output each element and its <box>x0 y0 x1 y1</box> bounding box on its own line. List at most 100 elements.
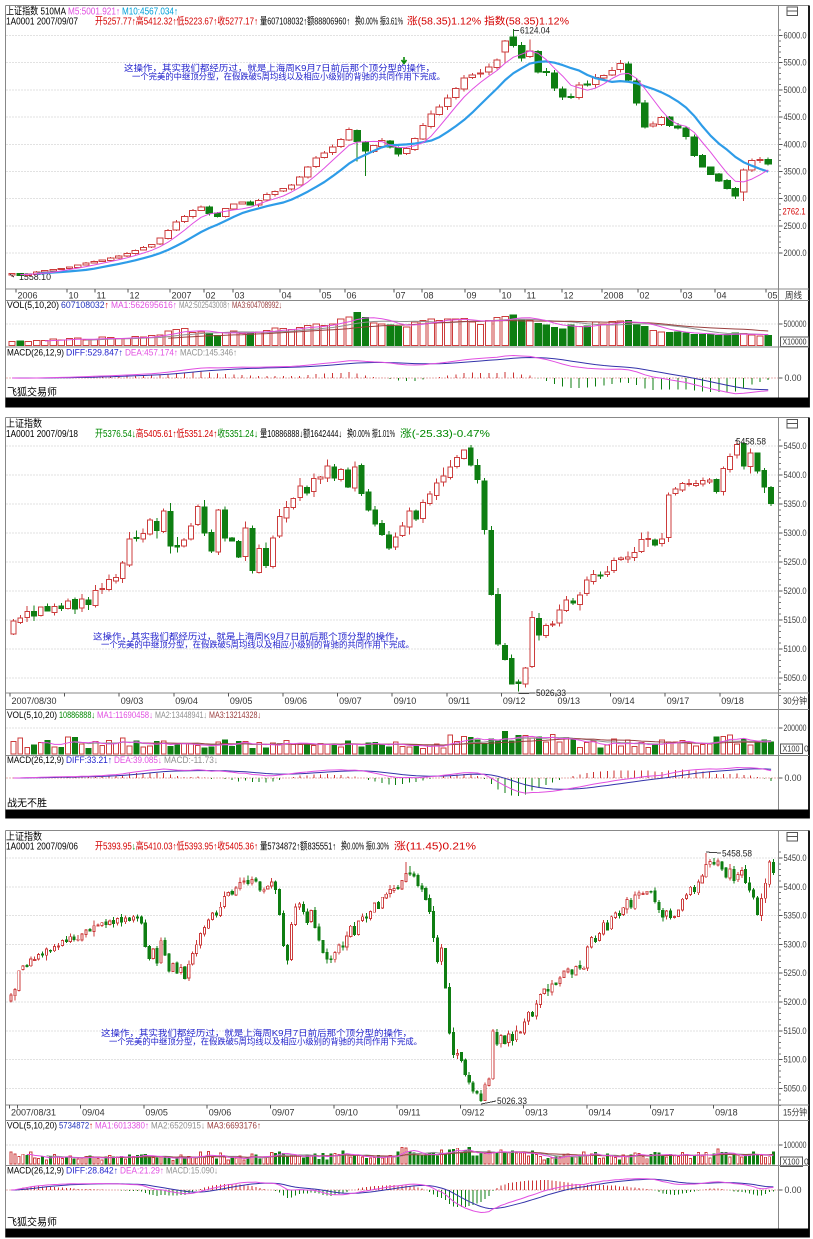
svg-text:5100.0: 5100.0 <box>784 644 807 654</box>
svg-text:09/06: 09/06 <box>209 1108 232 1118</box>
svg-text:MA1:6013380↑: MA1:6013380↑ <box>95 1121 149 1131</box>
svg-text:09/04: 09/04 <box>82 1108 105 1118</box>
svg-text:5300.0: 5300.0 <box>784 939 807 949</box>
svg-text:5500.0: 5500.0 <box>784 58 807 68</box>
svg-text:MACD:145.346↑: MACD:145.346↑ <box>180 348 237 358</box>
svg-text:涨(58.35)1.12% 指数(58.35)1.12%: 涨(58.35)1.12% 指数(58.35)1.12% <box>407 15 569 28</box>
svg-text:2008: 2008 <box>604 291 624 301</box>
svg-text:5200.0: 5200.0 <box>784 997 807 1007</box>
svg-text:MA3:604708992↓: MA3:604708992↓ <box>232 300 282 310</box>
svg-text:5458.58: 5458.58 <box>736 437 766 447</box>
svg-text:DEA:39.085↓: DEA:39.085↓ <box>114 755 162 765</box>
svg-text:一个完美的中继顶分型，在假跌破5周均线以及相应小级别的背驰的: 一个完美的中继顶分型，在假跌破5周均线以及相应小级别的背驰的共同作用下完成。 <box>101 639 414 650</box>
svg-text:5100.0: 5100.0 <box>784 1055 807 1065</box>
svg-text:这操作，其实我们都经历过，就是上海周K9月7日前后那个顶分型: 这操作，其实我们都经历过，就是上海周K9月7日前后那个顶分型的操作， <box>93 631 404 642</box>
svg-text:09/10: 09/10 <box>394 696 417 706</box>
svg-text:4500.0: 4500.0 <box>784 112 807 122</box>
svg-text:战无不胜: 战无不胜 <box>7 798 47 810</box>
svg-text:10: 10 <box>502 291 512 301</box>
svg-text:09/12: 09/12 <box>462 1108 485 1118</box>
svg-text:09/10: 09/10 <box>335 1108 358 1118</box>
svg-text:02: 02 <box>206 291 216 301</box>
svg-text:04: 04 <box>282 291 292 301</box>
svg-text:MACD:-11.73↓: MACD:-11.73↓ <box>164 755 218 765</box>
svg-text:1558.10: 1558.10 <box>19 272 51 282</box>
svg-text:5350.0: 5350.0 <box>784 911 807 921</box>
svg-text:09/07: 09/07 <box>272 1108 295 1118</box>
svg-text:6000.0: 6000.0 <box>784 31 807 41</box>
svg-text:03: 03 <box>683 291 693 301</box>
svg-text:M5:5001.921↑: M5:5001.921↑ <box>68 7 120 18</box>
svg-text:VOL(5,10,20): VOL(5,10,20) <box>7 300 59 310</box>
svg-text:DEA:21.29↑: DEA:21.29↑ <box>120 1166 164 1176</box>
svg-text:10: 10 <box>69 291 79 301</box>
svg-text:飞狐交易师: 飞狐交易师 <box>7 386 57 399</box>
svg-text:09/13: 09/13 <box>525 1108 548 1118</box>
svg-text:12: 12 <box>130 291 140 301</box>
svg-text:5450.0: 5450.0 <box>784 853 807 863</box>
svg-text:11: 11 <box>97 291 106 301</box>
svg-text:MA2:6520915↓: MA2:6520915↓ <box>151 1121 205 1131</box>
svg-text:5458.58: 5458.58 <box>722 849 752 859</box>
svg-text:09/04: 09/04 <box>175 696 198 706</box>
svg-text:5300.0: 5300.0 <box>784 528 807 538</box>
svg-text:607108032↑: 607108032↑ <box>61 300 109 310</box>
svg-text:开5376.54↓高5405.61↑低5351.24↑收53: 开5376.54↓高5405.61↑低5351.24↑收5351.24↓ <box>95 427 258 440</box>
svg-text:涨(11.45)0.21%: 涨(11.45)0.21% <box>394 841 476 853</box>
svg-text:3000.0: 3000.0 <box>784 194 807 204</box>
svg-text:VOL(5,10,20): VOL(5,10,20) <box>7 1121 57 1131</box>
svg-text:MACD:15.090↓: MACD:15.090↓ <box>166 1166 218 1176</box>
svg-text:05: 05 <box>768 291 778 301</box>
svg-text:09/12: 09/12 <box>503 696 526 706</box>
svg-text:2007: 2007 <box>172 291 192 301</box>
svg-text:MACD(26,12,9): MACD(26,12,9) <box>7 348 64 358</box>
svg-text:这操作，其实我们都经历过，就是上海周K9月7日前后那个顶分型: 这操作，其实我们都经历过，就是上海周K9月7日前后那个顶分型的操作， <box>124 62 435 73</box>
svg-text:2007/08/31: 2007/08/31 <box>11 1108 56 1118</box>
svg-text:5400.0: 5400.0 <box>784 882 807 892</box>
svg-text:DIFF:28.842↑: DIFF:28.842↑ <box>66 1166 118 1176</box>
svg-text:换0.00% 振3.61%: 换0.00% 振3.61% <box>355 15 403 28</box>
svg-text:开5393.95↓高5410.03↑低5393.95↑收54: 开5393.95↓高5410.03↑低5393.95↑收5405.36↑ <box>95 840 258 853</box>
svg-text:200000: 200000 <box>784 723 807 733</box>
svg-text:上证指数 510MA: 上证指数 510MA <box>6 5 66 18</box>
svg-text:开5257.77↑高5412.32↑低5223.67↑收52: 开5257.77↑高5412.32↑低5223.67↑收5277.17↑ <box>95 15 258 28</box>
svg-text:09/18: 09/18 <box>715 1108 738 1118</box>
svg-text:09/14: 09/14 <box>612 696 635 706</box>
svg-text:5026.33: 5026.33 <box>536 688 566 698</box>
svg-text:05: 05 <box>322 291 332 301</box>
svg-text:5250.0: 5250.0 <box>784 968 807 978</box>
svg-text:2000.0: 2000.0 <box>784 248 807 258</box>
svg-text:15分钟: 15分钟 <box>783 1107 807 1118</box>
svg-text:X10000: X10000 <box>783 337 807 347</box>
svg-text:MACD(26,12,9): MACD(26,12,9) <box>7 1166 64 1176</box>
svg-text:一个完美的中继顶分型，在假跌破5周均线以及相应小级别的背驰的: 一个完美的中继顶分型，在假跌破5周均线以及相应小级别的背驰的共同作用下完成。 <box>132 71 445 82</box>
svg-text:02: 02 <box>640 291 650 301</box>
svg-text:1A0001 2007/09/07: 1A0001 2007/09/07 <box>6 17 78 28</box>
svg-text:100000: 100000 <box>784 1140 807 1150</box>
svg-text:5150.0: 5150.0 <box>784 615 807 625</box>
svg-text:09/05: 09/05 <box>145 1108 168 1118</box>
svg-text:5050.0: 5050.0 <box>784 673 807 683</box>
svg-text:2500.0: 2500.0 <box>784 221 807 231</box>
svg-text:0.00: 0.00 <box>785 373 802 383</box>
svg-text:5000.0: 5000.0 <box>784 85 807 95</box>
svg-text:09/11: 09/11 <box>448 696 470 706</box>
svg-text:M10:4567.034↑: M10:4567.034↑ <box>122 7 178 18</box>
svg-text:5250.0: 5250.0 <box>784 557 807 567</box>
svg-text:2006: 2006 <box>18 291 38 301</box>
svg-text:09/18: 09/18 <box>721 696 744 706</box>
svg-text:1A0001 2007/09/06: 1A0001 2007/09/06 <box>6 842 78 853</box>
svg-text:换0.00% 振1.01%: 换0.00% 振1.01% <box>347 427 395 440</box>
svg-text:量10886888↓额1642444↓: 量10886888↓额1642444↓ <box>260 427 342 440</box>
svg-text:12: 12 <box>564 291 574 301</box>
svg-text:飞狐交易师: 飞狐交易师 <box>7 1216 57 1229</box>
svg-text:30分钟: 30分钟 <box>783 695 807 706</box>
svg-text:MA1:11690458↓: MA1:11690458↓ <box>97 710 153 720</box>
svg-text:一个完美的中继顶分型，在假跌破5周均线以及相应小级别的背驰的: 一个完美的中继顶分型，在假跌破5周均线以及相应小级别的背驰的共同作用下完成。 <box>109 1036 422 1047</box>
svg-text:上证指数: 上证指数 <box>6 417 42 430</box>
svg-text:0.00: 0.00 <box>785 1185 802 1195</box>
svg-text:DIFF:529.847↑: DIFF:529.847↑ <box>66 348 123 358</box>
svg-text:2007/08/30: 2007/08/30 <box>12 696 57 706</box>
svg-text:2762.1: 2762.1 <box>783 207 806 217</box>
svg-text:6124.04: 6124.04 <box>520 26 550 36</box>
